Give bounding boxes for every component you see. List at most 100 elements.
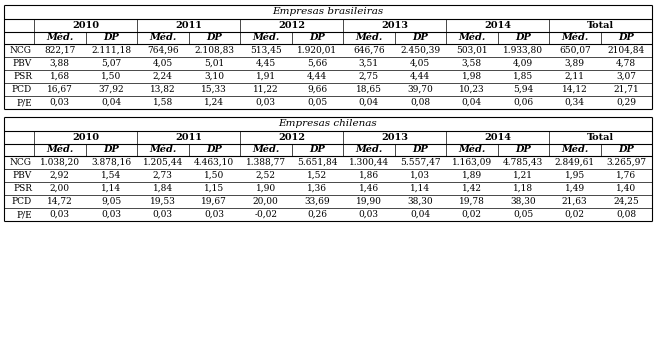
Text: Méd.: Méd. — [252, 145, 279, 154]
Text: 2011: 2011 — [175, 133, 202, 142]
Text: 4.463,10: 4.463,10 — [194, 158, 234, 167]
Text: Méd.: Méd. — [458, 34, 485, 43]
Text: 18,65: 18,65 — [356, 85, 382, 94]
Text: 9,05: 9,05 — [101, 197, 121, 206]
Text: NCG: NCG — [10, 46, 32, 55]
Text: 5.557,47: 5.557,47 — [400, 158, 441, 167]
Text: 5,94: 5,94 — [513, 85, 533, 94]
Text: 2.108,83: 2.108,83 — [194, 46, 234, 55]
Text: 16,67: 16,67 — [47, 85, 73, 94]
Text: 1,95: 1,95 — [565, 171, 585, 180]
Text: 1,15: 1,15 — [204, 184, 224, 193]
Text: 5.651,84: 5.651,84 — [297, 158, 337, 167]
Text: 0,04: 0,04 — [410, 210, 430, 219]
Text: 2,00: 2,00 — [50, 184, 70, 193]
Text: 2014: 2014 — [484, 21, 511, 30]
Text: Méd.: Méd. — [252, 34, 279, 43]
Text: 1.163,09: 1.163,09 — [452, 158, 492, 167]
Text: 1,89: 1,89 — [462, 171, 482, 180]
Text: 0,02: 0,02 — [565, 210, 584, 219]
Text: 3,89: 3,89 — [565, 59, 584, 68]
Text: 2,75: 2,75 — [359, 72, 379, 81]
Text: 4.785,43: 4.785,43 — [503, 158, 543, 167]
Text: 2,92: 2,92 — [50, 171, 70, 180]
Text: Méd.: Méd. — [355, 145, 382, 154]
Text: 646,76: 646,76 — [353, 46, 384, 55]
Text: 21,71: 21,71 — [613, 85, 639, 94]
Text: 1,18: 1,18 — [513, 184, 533, 193]
Text: DP: DP — [413, 145, 428, 154]
Text: 1,76: 1,76 — [616, 171, 636, 180]
Text: 2.450,39: 2.450,39 — [400, 46, 440, 55]
Text: 1,21: 1,21 — [513, 171, 533, 180]
Text: 2014: 2014 — [484, 133, 511, 142]
Text: 2012: 2012 — [278, 133, 305, 142]
Text: DP: DP — [516, 145, 531, 154]
Text: 0,08: 0,08 — [410, 98, 430, 107]
Text: 4,44: 4,44 — [410, 72, 430, 81]
Text: 4,45: 4,45 — [256, 59, 276, 68]
Text: 20,00: 20,00 — [253, 197, 279, 206]
Text: 0,26: 0,26 — [307, 210, 327, 219]
Text: 1,90: 1,90 — [256, 184, 276, 193]
Text: PCD: PCD — [12, 197, 32, 206]
Text: 19,90: 19,90 — [356, 197, 382, 206]
Text: 1,98: 1,98 — [462, 72, 482, 81]
Text: DP: DP — [207, 145, 222, 154]
Text: 1.205,44: 1.205,44 — [142, 158, 183, 167]
Text: 1,49: 1,49 — [565, 184, 584, 193]
Text: 4,44: 4,44 — [307, 72, 327, 81]
Text: PSR: PSR — [13, 184, 32, 193]
Text: PSR: PSR — [13, 72, 32, 81]
Text: 3,58: 3,58 — [462, 59, 482, 68]
Text: 0,04: 0,04 — [359, 98, 379, 107]
Text: 1,52: 1,52 — [307, 171, 327, 180]
Text: 503,01: 503,01 — [456, 46, 487, 55]
Text: 3,10: 3,10 — [204, 72, 224, 81]
Text: P/E: P/E — [16, 210, 32, 219]
Text: Total: Total — [587, 21, 614, 30]
Text: Méd.: Méd. — [46, 145, 73, 154]
Text: 2010: 2010 — [72, 133, 99, 142]
Text: 4,05: 4,05 — [410, 59, 430, 68]
Text: 1.933,80: 1.933,80 — [503, 46, 543, 55]
Text: 0,03: 0,03 — [153, 210, 173, 219]
Text: 2.111,18: 2.111,18 — [91, 46, 131, 55]
Text: 1,14: 1,14 — [101, 184, 121, 193]
Text: 2,24: 2,24 — [153, 72, 173, 81]
Text: DP: DP — [103, 34, 119, 43]
Text: 10,23: 10,23 — [459, 85, 485, 94]
Text: 2013: 2013 — [381, 21, 408, 30]
Text: 19,67: 19,67 — [201, 197, 227, 206]
Text: P/E: P/E — [16, 98, 32, 107]
Text: 0,29: 0,29 — [616, 98, 636, 107]
Text: 0,05: 0,05 — [307, 98, 327, 107]
Text: Méd.: Méd. — [355, 34, 382, 43]
Text: 1,40: 1,40 — [616, 184, 636, 193]
Text: 2,11: 2,11 — [565, 72, 584, 81]
Text: 1,50: 1,50 — [101, 72, 121, 81]
Text: 650,07: 650,07 — [559, 46, 590, 55]
Text: 14,72: 14,72 — [47, 197, 73, 206]
Text: 1,68: 1,68 — [50, 72, 70, 81]
Text: 4,05: 4,05 — [153, 59, 173, 68]
Text: 0,03: 0,03 — [50, 98, 70, 107]
Text: 0,05: 0,05 — [513, 210, 533, 219]
Text: DP: DP — [516, 34, 531, 43]
Text: DP: DP — [619, 34, 634, 43]
Text: Méd.: Méd. — [458, 145, 485, 154]
Text: 33,69: 33,69 — [304, 197, 330, 206]
Text: 2010: 2010 — [72, 21, 99, 30]
Text: Empresas chilenas: Empresas chilenas — [279, 119, 377, 129]
Text: 1.920,01: 1.920,01 — [297, 46, 337, 55]
Text: DP: DP — [413, 34, 428, 43]
Text: 2,73: 2,73 — [153, 171, 173, 180]
Text: 4,78: 4,78 — [616, 59, 636, 68]
Text: 0,02: 0,02 — [462, 210, 482, 219]
Text: 2.849,61: 2.849,61 — [555, 158, 595, 167]
Text: Méd.: Méd. — [149, 34, 176, 43]
Text: DP: DP — [103, 145, 119, 154]
Text: 0,03: 0,03 — [101, 210, 121, 219]
Text: 19,78: 19,78 — [459, 197, 485, 206]
Text: 1,86: 1,86 — [359, 171, 379, 180]
